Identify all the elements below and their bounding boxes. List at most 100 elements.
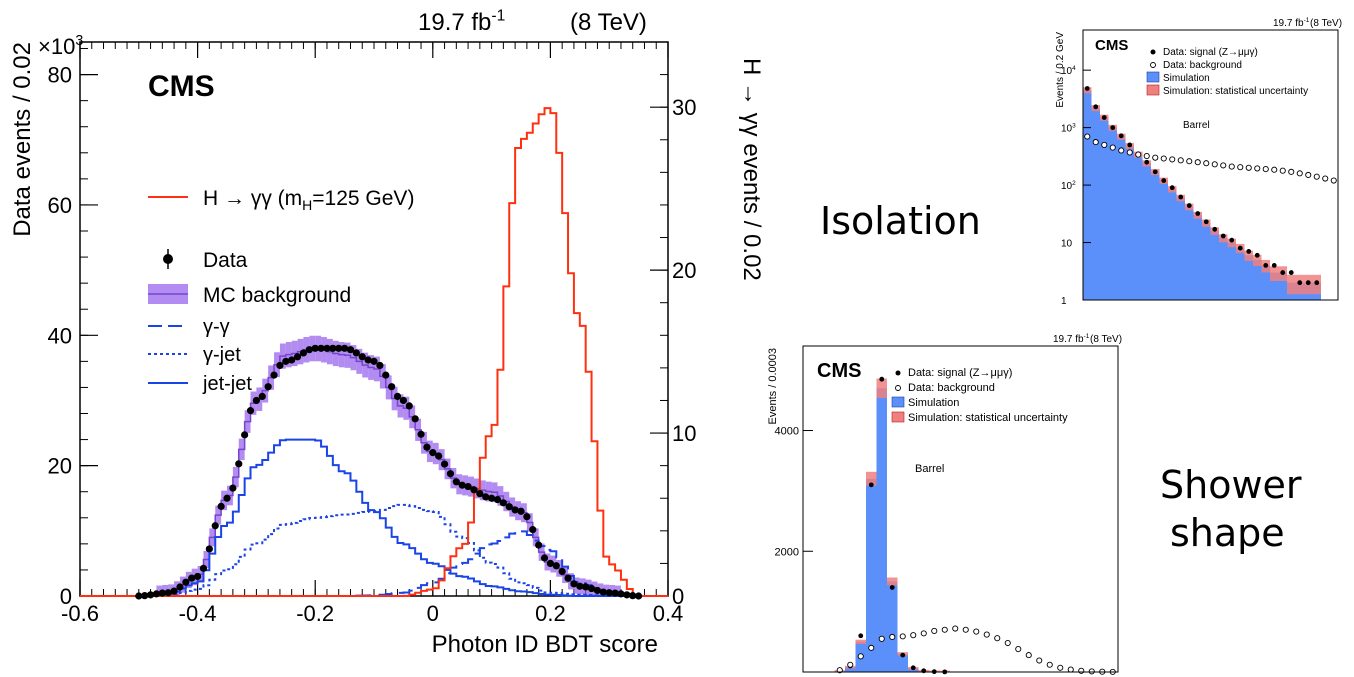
data-background-point — [1118, 147, 1125, 154]
simulation-bar — [1151, 171, 1160, 300]
data-background-point — [1313, 173, 1320, 180]
data-point — [429, 449, 437, 457]
data-background-point — [1057, 664, 1064, 671]
data-point — [293, 353, 302, 361]
data-background-point — [1186, 158, 1193, 165]
simulation-bar — [1219, 237, 1228, 300]
data-background-point — [847, 661, 854, 668]
simulation-bar — [1244, 255, 1253, 300]
data-point — [323, 344, 331, 352]
data-signal-point — [1305, 280, 1311, 286]
simulation-uncertainty-bar — [866, 471, 877, 486]
y-left-tick-label: 60 — [48, 193, 72, 218]
simulation-bar — [1142, 163, 1151, 300]
mc-uncertainty-band-bin — [162, 584, 169, 596]
inset-iso-y-tick-label: 104 — [1061, 65, 1076, 77]
data-point — [276, 361, 284, 370]
data-point — [623, 591, 631, 599]
data-point — [358, 353, 366, 361]
inset-shower-y-tick-label: 4000 — [775, 426, 799, 438]
legend-data-text: Data — [203, 249, 248, 272]
legend-mc-text: MC background — [203, 284, 351, 307]
y-left-tick-label: 80 — [48, 63, 72, 88]
data-background-point — [1084, 133, 1091, 140]
mc-uncertainty-band-bin — [615, 585, 621, 596]
data-background-point — [1169, 156, 1176, 163]
simulation-bar — [866, 478, 877, 672]
data-point — [246, 407, 255, 415]
legend-gj-text: γ-jet — [203, 344, 241, 366]
data-point — [587, 584, 596, 593]
data-point — [205, 545, 213, 553]
data-point — [376, 361, 384, 370]
simulation-bar — [1185, 206, 1194, 300]
inset-region-label: Barrel — [915, 463, 944, 475]
data-background-point — [1036, 657, 1043, 664]
simulation-uncertainty-bar — [1287, 274, 1296, 295]
gamma-jet-line — [80, 503, 668, 597]
data-background-point — [983, 631, 990, 638]
data-background-point — [1322, 175, 1329, 182]
simulation-bar — [1100, 117, 1109, 301]
data-signal-point — [1271, 263, 1277, 268]
simulation-bar — [1261, 265, 1270, 300]
data-background-point — [941, 626, 948, 633]
data-signal-point — [1263, 263, 1269, 268]
data-signal-point — [1093, 104, 1099, 110]
data-signal-point — [1144, 159, 1150, 165]
data-point — [182, 578, 190, 586]
data-point — [635, 592, 643, 600]
data-point — [164, 589, 172, 597]
data-background-point — [1211, 161, 1218, 168]
data-point — [511, 506, 519, 514]
data-point — [311, 344, 319, 352]
data-point — [611, 589, 619, 597]
data-background-point — [994, 635, 1001, 642]
data-point — [576, 582, 584, 590]
data-point — [141, 592, 149, 600]
x-tick-label: -0.2 — [296, 601, 334, 626]
simulation-uncertainty-bar — [1270, 266, 1279, 282]
inset-legend-signal-marker — [1150, 49, 1156, 55]
y-right-axis-label: H → γγ events / 0.02 — [738, 58, 765, 281]
x-tick-label: -0.4 — [179, 601, 217, 626]
data-point — [288, 356, 296, 364]
data-point — [346, 346, 355, 354]
data-point — [282, 357, 290, 365]
data-point — [417, 430, 425, 438]
data-point — [411, 415, 419, 423]
mc-background-line — [80, 347, 668, 597]
simulation-bar — [1168, 189, 1177, 300]
data-point — [582, 583, 590, 591]
data-point — [464, 482, 472, 491]
simulation-uncertainty-bar — [1253, 254, 1262, 267]
higgs-signal-line — [80, 107, 668, 597]
legend-gg-text: γ-γ — [203, 316, 230, 338]
energy-label: (8 TeV) — [570, 9, 647, 36]
data-signal-point — [868, 482, 874, 488]
inset-y-axis-label: Events / 0.0003 — [767, 348, 779, 424]
data-background-point — [1262, 166, 1269, 173]
data-signal-point — [1314, 280, 1320, 286]
data-point — [194, 572, 202, 581]
data-point — [299, 349, 308, 357]
data-signal-point — [1229, 237, 1235, 243]
data-point — [235, 460, 243, 468]
data-background-point — [1245, 164, 1252, 171]
inset-legend-sim-swatch — [891, 396, 905, 408]
data-background-point — [1025, 652, 1032, 659]
simulation-bar — [1125, 145, 1134, 300]
data-background-point — [1004, 639, 1011, 647]
cms-label: CMS — [148, 70, 215, 103]
data-signal-point — [858, 633, 864, 639]
simulation-uncertainty-bar — [887, 577, 898, 586]
inset-lumi-label: 19.7 fb-1 — [1273, 17, 1310, 29]
inset-legend-bkg-text: Data: background — [908, 382, 995, 394]
data-signal-point — [1152, 169, 1158, 175]
data-signal-point — [1297, 280, 1303, 286]
inset-cms-label: CMS — [1095, 37, 1128, 54]
data-background-point — [1015, 646, 1022, 653]
legend-signal-text: H → γγ (mH=125 GeV) — [203, 187, 414, 213]
y-left-tick-label: 20 — [48, 454, 72, 479]
simulation-bar — [1253, 259, 1262, 300]
